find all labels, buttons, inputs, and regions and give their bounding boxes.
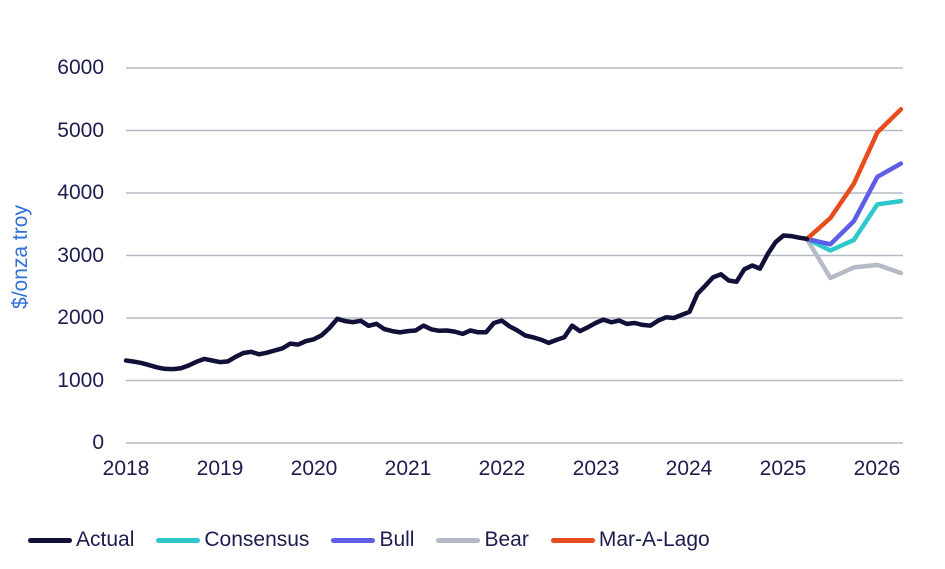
x-axis-tick-label: 2023 <box>572 457 620 480</box>
legend-label-bull: Bull <box>379 528 415 551</box>
legend-item-bull: Bull <box>331 528 414 552</box>
legend-line-swatch-consensus <box>156 537 201 543</box>
legend-line-swatch-bear <box>436 537 481 543</box>
y-axis-tick-label: 4000 <box>57 181 104 204</box>
y-axis-tick-label: 6000 <box>57 56 104 79</box>
x-axis-tick-label: 2026 <box>853 457 901 480</box>
legend-label-bear: Bear <box>484 528 529 551</box>
legend-label-mar-a-lago: Mar-A-Lago <box>598 528 710 551</box>
y-axis-tick-label: 1000 <box>57 369 104 392</box>
chart-legend: Actual Consensus Bull Bear Mar-A-Lago <box>28 528 710 552</box>
y-axis-tick-label: 5000 <box>57 119 104 142</box>
x-axis-tick-label: 2019 <box>196 457 244 480</box>
x-axis-tick-label: 2018 <box>102 457 150 480</box>
legend-line-swatch-actual <box>28 537 72 543</box>
y-axis-tick-label: 3000 <box>57 244 104 267</box>
x-axis-tick-label: 2020 <box>290 457 338 480</box>
legend-item-bear: Bear <box>436 528 529 552</box>
x-axis-tick-label: 2021 <box>384 457 432 480</box>
legend-label-consensus: Consensus <box>204 528 310 551</box>
legend-label-actual: Actual <box>76 528 135 551</box>
legend-item-actual: Actual <box>28 528 134 552</box>
legend-line-swatch-mar-a-lago <box>550 537 595 543</box>
x-axis-tick-label: 2024 <box>665 457 713 480</box>
legend-item-mar-a-lago: Mar-A-Lago <box>550 528 710 552</box>
x-axis-tick-label: 2025 <box>759 457 807 480</box>
legend-item-consensus: Consensus <box>156 528 309 552</box>
y-axis-tick-label: 2000 <box>57 306 104 329</box>
x-axis-tick-label: 2022 <box>478 457 526 480</box>
y-axis-tick-label: 0 <box>92 431 104 454</box>
legend-line-swatch-bull <box>331 537 376 543</box>
